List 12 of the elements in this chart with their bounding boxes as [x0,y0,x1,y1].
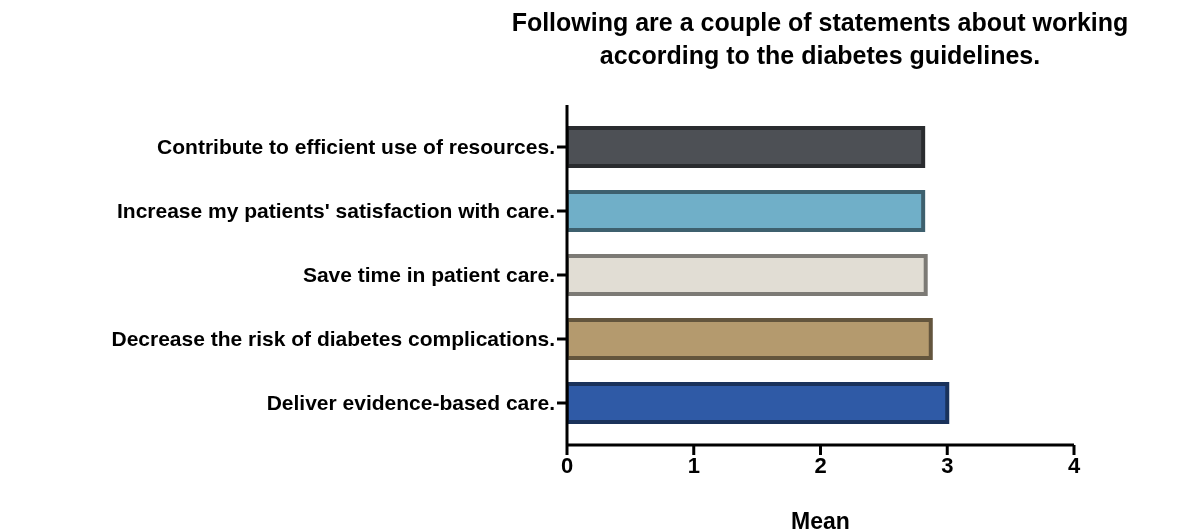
x-tick-label: 1 [687,452,700,478]
x-tick-label: 4 [1067,452,1081,478]
y-tick-label: Deliver evidence-based care. [266,391,555,415]
x-tick-label: 0 [560,452,574,478]
y-tick-label: Contribute to efficient use of resources. [157,135,555,159]
x-axis-title: Mean [791,508,850,529]
y-tick-label: Increase my patients' satisfaction with care. [117,199,555,223]
chart-title: Following are a couple of statements about working according to the diabetes guidelines. [510,7,1130,71]
x-tick-label: 3 [941,452,954,478]
x-tick-label: 2 [814,452,827,478]
y-tick-label: Decrease the risk of diabetes complications. [111,327,555,351]
y-tick-label: Save time in patient care. [302,263,555,287]
